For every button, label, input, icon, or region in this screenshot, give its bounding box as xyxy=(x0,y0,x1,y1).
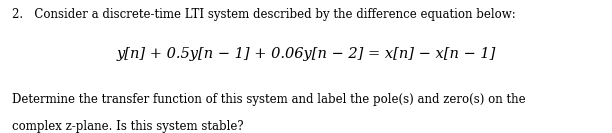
Text: Determine the transfer function of this system and label the pole(s) and zero(s): Determine the transfer function of this … xyxy=(12,93,526,106)
Text: 2.   Consider a discrete-time LTI system described by the difference equation be: 2. Consider a discrete-time LTI system d… xyxy=(12,8,516,21)
Text: y[n] + 0.5y[n − 1] + 0.06y[n − 2] = x[n] − x[n − 1]: y[n] + 0.5y[n − 1] + 0.06y[n − 2] = x[n]… xyxy=(116,47,496,61)
Text: complex z-plane. Is this system stable?: complex z-plane. Is this system stable? xyxy=(12,120,244,133)
